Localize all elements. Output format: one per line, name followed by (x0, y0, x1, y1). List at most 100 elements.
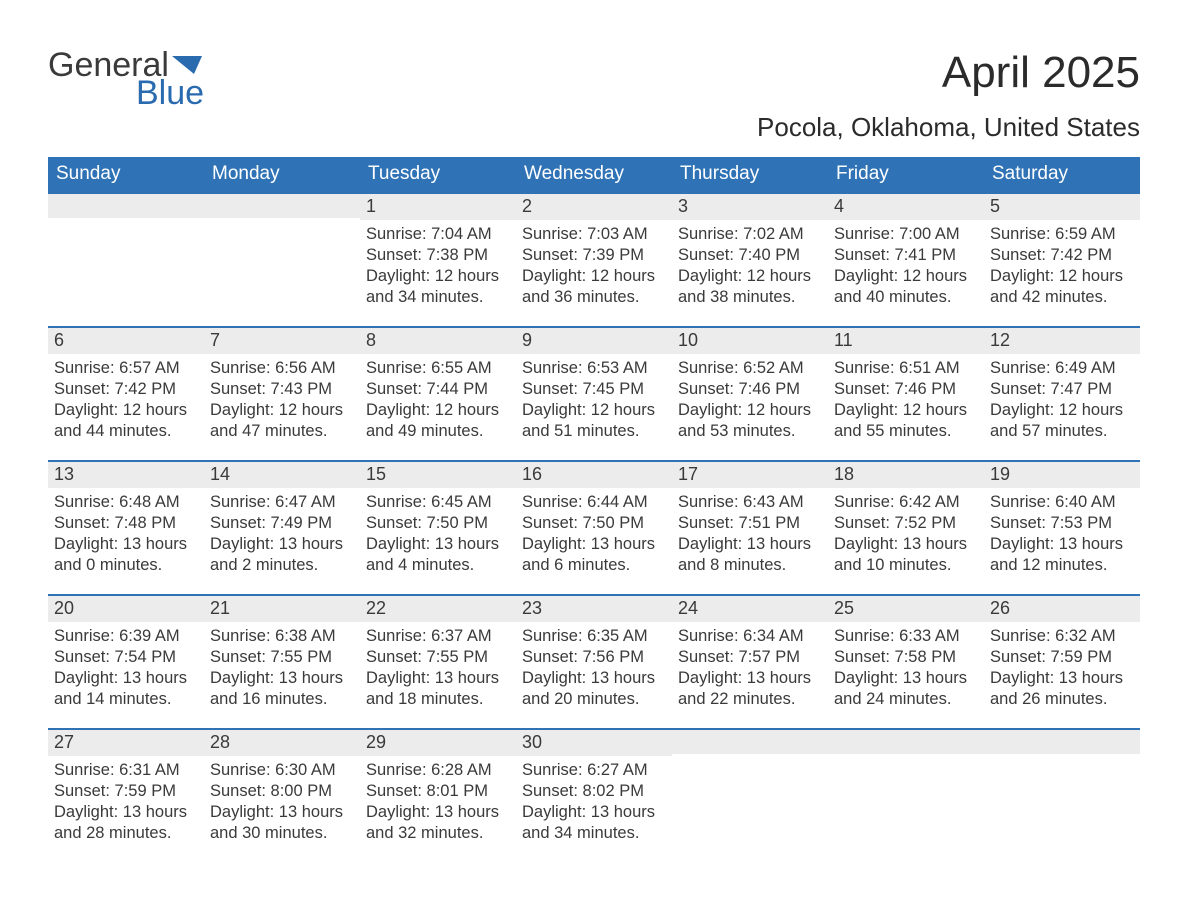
date-number: 2 (516, 194, 672, 220)
daylight-line: Daylight: 13 hours and 20 minutes. (522, 668, 666, 710)
sunrise-line: Sunrise: 6:51 AM (834, 358, 978, 379)
calendar-page: General Blue April 2025 Pocola, Oklahoma… (0, 0, 1188, 882)
day-cell (48, 194, 204, 326)
sunset-line: Sunset: 7:55 PM (366, 647, 510, 668)
sunset-line: Sunset: 7:54 PM (54, 647, 198, 668)
date-number: 18 (828, 462, 984, 488)
date-number: 7 (204, 328, 360, 354)
day-cell: 30Sunrise: 6:27 AMSunset: 8:02 PMDayligh… (516, 730, 672, 862)
day-cell: 11Sunrise: 6:51 AMSunset: 7:46 PMDayligh… (828, 328, 984, 460)
sunrise-line: Sunrise: 6:30 AM (210, 760, 354, 781)
daylight-line: Daylight: 13 hours and 0 minutes. (54, 534, 198, 576)
day-cell: 8Sunrise: 6:55 AMSunset: 7:44 PMDaylight… (360, 328, 516, 460)
day-cell: 21 Sunrise: 6:38 AMSunset: 7:55 PMDayligh… (204, 596, 360, 728)
day-cell: 19Sunrise: 6:40 AMSunset: 7:53 PMDayligh… (984, 462, 1140, 594)
day-cell: 20Sunrise: 6:39 AMSunset: 7:54 PMDayligh… (48, 596, 204, 728)
daylight-line: Daylight: 13 hours and 8 minutes. (678, 534, 822, 576)
week-row: 27Sunrise: 6:31 AMSunset: 7:59 PMDayligh… (48, 728, 1140, 862)
sunset-line: Sunset: 7:51 PM (678, 513, 822, 534)
date-number: 4 (828, 194, 984, 220)
daylight-line: Daylight: 12 hours and 44 minutes. (54, 400, 198, 442)
sunrise-line: Sunrise: 6:56 AM (210, 358, 354, 379)
sunset-line: Sunset: 7:55 PM (210, 647, 354, 668)
day-cell: 23Sunrise: 6:35 AMSunset: 7:56 PMDayligh… (516, 596, 672, 728)
daylight-line: Daylight: 13 hours and 10 minutes. (834, 534, 978, 576)
day-cell: 16Sunrise: 6:44 AMSunset: 7:50 PMDayligh… (516, 462, 672, 594)
sunrise-line: Sunrise: 6:37 AM (366, 626, 510, 647)
date-number (48, 194, 204, 218)
sunset-line: Sunset: 7:50 PM (522, 513, 666, 534)
sunrise-line: Sunrise: 6:59 AM (990, 224, 1134, 245)
weeks-container: 1Sunrise: 7:04 AMSunset: 7:38 PMDaylight… (48, 192, 1140, 862)
sunset-line: Sunset: 7:53 PM (990, 513, 1134, 534)
daylight-line: Daylight: 12 hours and 38 minutes. (678, 266, 822, 308)
sunrise-line: Sunrise: 6:45 AM (366, 492, 510, 513)
date-number (828, 730, 984, 754)
date-number: 21 (204, 596, 360, 622)
sunrise-line: Sunrise: 6:43 AM (678, 492, 822, 513)
sunset-line: Sunset: 7:50 PM (366, 513, 510, 534)
daylight-line: Daylight: 13 hours and 34 minutes. (522, 802, 666, 844)
sunset-line: Sunset: 7:57 PM (678, 647, 822, 668)
daylight-line: Daylight: 13 hours and 30 minutes. (210, 802, 354, 844)
day-cell: 25Sunrise: 6:33 AMSunset: 7:58 PMDayligh… (828, 596, 984, 728)
sunset-line: Sunset: 7:40 PM (678, 245, 822, 266)
sunset-line: Sunset: 7:59 PM (990, 647, 1134, 668)
date-number: 13 (48, 462, 204, 488)
brand-logo: General Blue (48, 48, 204, 110)
dow-cell: Wednesday (516, 157, 672, 192)
date-number: 10 (672, 328, 828, 354)
dow-cell: Thursday (672, 157, 828, 192)
date-number: 3 (672, 194, 828, 220)
sunset-line: Sunset: 7:42 PM (990, 245, 1134, 266)
daylight-line: Daylight: 13 hours and 28 minutes. (54, 802, 198, 844)
day-cell: 4Sunrise: 7:00 AMSunset: 7:41 PMDaylight… (828, 194, 984, 326)
date-number (672, 730, 828, 754)
day-cell: 18 Sunrise: 6:42 AMSunset: 7:52 PMDayligh… (828, 462, 984, 594)
day-cell: 29Sunrise: 6:28 AMSunset: 8:01 PMDayligh… (360, 730, 516, 862)
day-cell: 2Sunrise: 7:03 AMSunset: 7:39 PMDaylight… (516, 194, 672, 326)
sunset-line: Sunset: 7:59 PM (54, 781, 198, 802)
date-number (984, 730, 1140, 754)
day-cell: 14Sunrise: 6:47 AMSunset: 7:49 PMDayligh… (204, 462, 360, 594)
daylight-line: Daylight: 13 hours and 14 minutes. (54, 668, 198, 710)
date-number: 17 (672, 462, 828, 488)
sunrise-line: Sunrise: 6:48 AM (54, 492, 198, 513)
date-number: 8 (360, 328, 516, 354)
day-cell: 5Sunrise: 6:59 AMSunset: 7:42 PMDaylight… (984, 194, 1140, 326)
daylight-line: Daylight: 12 hours and 36 minutes. (522, 266, 666, 308)
date-number: 9 (516, 328, 672, 354)
sunrise-line: Sunrise: 7:04 AM (366, 224, 510, 245)
date-number: 16 (516, 462, 672, 488)
date-number: 27 (48, 730, 204, 756)
sunset-line: Sunset: 7:41 PM (834, 245, 978, 266)
day-cell (828, 730, 984, 862)
date-number: 12 (984, 328, 1140, 354)
daylight-line: Daylight: 12 hours and 53 minutes. (678, 400, 822, 442)
sunrise-line: Sunrise: 6:28 AM (366, 760, 510, 781)
day-cell: 26 Sunrise: 6:32 AMSunset: 7:59 PMDayligh… (984, 596, 1140, 728)
sunrise-line: Sunrise: 6:38 AM (210, 626, 354, 647)
sunrise-line: Sunrise: 6:31 AM (54, 760, 198, 781)
sunset-line: Sunset: 7:58 PM (834, 647, 978, 668)
sunrise-line: Sunrise: 7:03 AM (522, 224, 666, 245)
sunrise-line: Sunrise: 6:40 AM (990, 492, 1134, 513)
sunset-line: Sunset: 7:52 PM (834, 513, 978, 534)
daylight-line: Daylight: 12 hours and 55 minutes. (834, 400, 978, 442)
daylight-line: Daylight: 13 hours and 16 minutes. (210, 668, 354, 710)
sunrise-line: Sunrise: 6:32 AM (990, 626, 1134, 647)
daylight-line: Daylight: 12 hours and 51 minutes. (522, 400, 666, 442)
day-cell: 7Sunrise: 6:56 AMSunset: 7:43 PMDaylight… (204, 328, 360, 460)
sunset-line: Sunset: 7:43 PM (210, 379, 354, 400)
sunrise-line: Sunrise: 6:49 AM (990, 358, 1134, 379)
day-cell (984, 730, 1140, 862)
daylight-line: Daylight: 12 hours and 40 minutes. (834, 266, 978, 308)
sunrise-line: Sunrise: 6:27 AM (522, 760, 666, 781)
day-cell: 13Sunrise: 6:48 AMSunset: 7:48 PMDayligh… (48, 462, 204, 594)
date-number: 26 (984, 596, 1140, 622)
sunrise-line: Sunrise: 6:42 AM (834, 492, 978, 513)
day-cell: 15Sunrise: 6:45 AMSunset: 7:50 PMDayligh… (360, 462, 516, 594)
sunrise-line: Sunrise: 6:52 AM (678, 358, 822, 379)
daylight-line: Daylight: 12 hours and 49 minutes. (366, 400, 510, 442)
daylight-line: Daylight: 13 hours and 26 minutes. (990, 668, 1134, 710)
